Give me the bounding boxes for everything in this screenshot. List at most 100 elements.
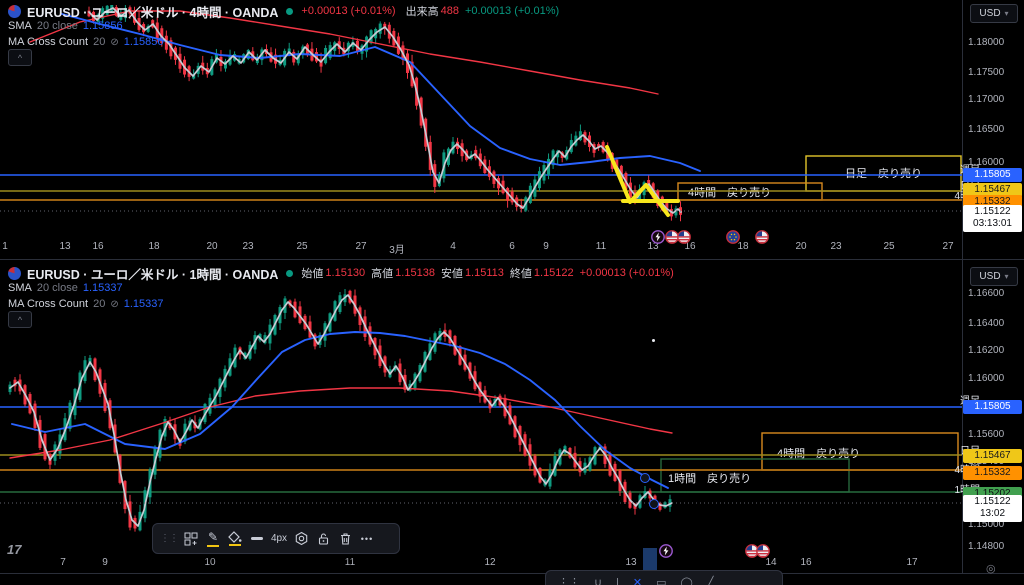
mouse-cursor-dot: [652, 339, 655, 342]
price-tick: 1.16200: [968, 345, 1005, 356]
indicator-disabled-icon: ⊘: [110, 36, 119, 48]
symbol-title-4h[interactable]: EURUSD · ユーロ／米ドル · 4時間 · OANDA: [27, 5, 279, 20]
symbol-title-1h[interactable]: EURUSD · ユーロ／米ドル · 1時間 · OANDA: [27, 267, 279, 282]
time-tick: 13: [625, 557, 637, 568]
close-label: 終値: [509, 268, 532, 280]
settings-icon[interactable]: [292, 528, 310, 550]
indicator-value: 1.15337: [82, 282, 123, 294]
indicator-params: 20 close: [36, 282, 78, 294]
svg-text:4時間 戻り売り: 4時間 戻り売り: [688, 186, 771, 199]
change-value: +0.00013 (+0.01%): [579, 267, 674, 279]
price-badge: 1.15122 03:13:01: [963, 205, 1022, 232]
drag-handle-icon[interactable]: ⋮⋮: [558, 577, 580, 585]
line-width-value[interactable]: 4px: [270, 533, 288, 544]
time-tick: 3月: [389, 245, 405, 256]
price-tick: 1.16000: [968, 157, 1005, 168]
line-tool-icon[interactable]: ╱: [706, 577, 714, 585]
drag-handle-icon[interactable]: ⋮⋮: [160, 533, 179, 544]
indicator-name: MA Cross Count: [8, 36, 89, 48]
close-value: 1.15122: [533, 267, 574, 279]
pencil-color-icon[interactable]: ✎: [204, 528, 222, 550]
more-options-icon[interactable]: •••: [360, 533, 374, 544]
circle-tool-icon[interactable]: ◯: [680, 577, 693, 585]
time-tick: 10: [204, 557, 216, 568]
time-tick: 7: [60, 557, 66, 568]
chart-header-4h: EURUSD · ユーロ／米ドル · 4時間 · OANDA +0.00013 …: [8, 3, 559, 20]
time-tick: 25: [296, 241, 308, 252]
indicator-row-ma-cross[interactable]: MA Cross Count 20 ⊘ 1.15337: [8, 298, 164, 310]
bottom-border: [0, 573, 1024, 574]
time-tick: 11: [344, 557, 356, 568]
rectangle-tool-icon[interactable]: ▭: [656, 577, 667, 585]
bottom-drawing-toolbar[interactable]: ⋮⋮ ∪ | ✕ ▭ ◯ ╱: [545, 570, 783, 585]
indicator-row-sma[interactable]: SMA 20 close 1.15337: [8, 282, 123, 294]
trash-icon[interactable]: [336, 528, 354, 550]
indicator-name: SMA: [8, 20, 32, 32]
axis-settings-icon[interactable]: ◎: [986, 563, 996, 575]
collapse-legend-button[interactable]: ^: [8, 311, 32, 328]
template-icon[interactable]: [182, 528, 200, 550]
price-tick: 1.16500: [968, 124, 1005, 135]
chart-canvas-4h[interactable]: 日足 戻り売り 4時間 戻り売り: [0, 0, 1024, 260]
event-eu-flag-icon[interactable]: [725, 229, 741, 245]
volume-label: 出来高: [405, 6, 439, 18]
indicator-disabled-icon: ⊘: [110, 298, 119, 310]
open-value: 1.15130: [325, 267, 366, 279]
low-value: 1.15113: [464, 267, 504, 279]
event-us-flag-icon[interactable]: [664, 229, 680, 245]
open-label: 始値: [301, 268, 324, 280]
time-tick: 9: [102, 557, 108, 568]
event-us-flag-icon[interactable]: [755, 543, 771, 559]
indicator-name: SMA: [8, 282, 32, 294]
time-tick: 18: [737, 241, 749, 252]
line-width-icon[interactable]: [248, 528, 266, 550]
cross-tool-icon[interactable]: ✕: [632, 577, 643, 585]
event-us-flag-icon[interactable]: [744, 543, 760, 559]
event-us-flag-icon[interactable]: [676, 229, 692, 245]
indicator-name: MA Cross Count: [8, 298, 89, 310]
currency-select-1h[interactable]: USD ▾: [970, 267, 1018, 286]
time-tick: 25: [883, 241, 895, 252]
currency-select-4h[interactable]: USD ▾: [970, 4, 1018, 23]
event-us-flag-icon[interactable]: [754, 229, 770, 245]
price-tick: 1.16000: [968, 373, 1005, 384]
separator: |: [616, 577, 619, 585]
drawing-toolbar: ⋮⋮ ✎ 4px •••: [152, 523, 400, 554]
price-tick: 1.16400: [968, 318, 1005, 329]
price-badge: 1.15805: [963, 400, 1022, 414]
time-tick: 13: [59, 241, 71, 252]
time-tick: 14: [765, 557, 777, 568]
event-flash-icon[interactable]: [658, 543, 674, 559]
indicator-row-ma-cross[interactable]: MA Cross Count 20 ⊘ 1.15856: [8, 36, 164, 48]
price-tick: 1.15600: [968, 429, 1005, 440]
price-tick: 1.15000: [968, 519, 1005, 530]
tradingview-logo[interactable]: 17: [7, 542, 22, 557]
time-tick: 16: [92, 241, 104, 252]
lock-icon[interactable]: [314, 528, 332, 550]
price-tick: 1.14800: [968, 541, 1005, 552]
drawing-anchor-handle[interactable]: [649, 499, 659, 509]
price-badge: 1.15467: [963, 449, 1022, 463]
volume-value: 488: [440, 5, 459, 17]
panel-divider[interactable]: [0, 259, 1024, 260]
price-badge: 1.15122 13:02: [963, 495, 1022, 522]
price-axis-border: [962, 0, 963, 573]
magnet-icon[interactable]: ∪: [594, 577, 603, 585]
symbol-logo-icon: [8, 4, 21, 18]
time-tick: 9: [543, 241, 549, 252]
time-tick: 13: [647, 241, 659, 252]
high-label: 高値: [371, 268, 394, 280]
price-tick: 1.16600: [968, 288, 1005, 299]
indicator-row-sma[interactable]: SMA 20 close 1.15856: [8, 20, 123, 32]
time-tick: 16: [684, 241, 696, 252]
paint-bucket-icon[interactable]: [226, 528, 244, 550]
event-flash-icon[interactable]: [650, 229, 666, 245]
svg-text:日足 戻り売り: 日足 戻り売り: [845, 167, 922, 180]
price-badge: 1.15332: [963, 466, 1022, 480]
svg-text:1時間 戻り売り: 1時間 戻り売り: [668, 472, 751, 485]
collapse-legend-button[interactable]: ^: [8, 49, 32, 66]
time-tick: 12: [484, 557, 496, 568]
chart-canvas-1h[interactable]: 4時間 戻り売り 1時間 戻り売り: [0, 262, 1024, 585]
drawing-anchor-handle[interactable]: [640, 473, 650, 483]
